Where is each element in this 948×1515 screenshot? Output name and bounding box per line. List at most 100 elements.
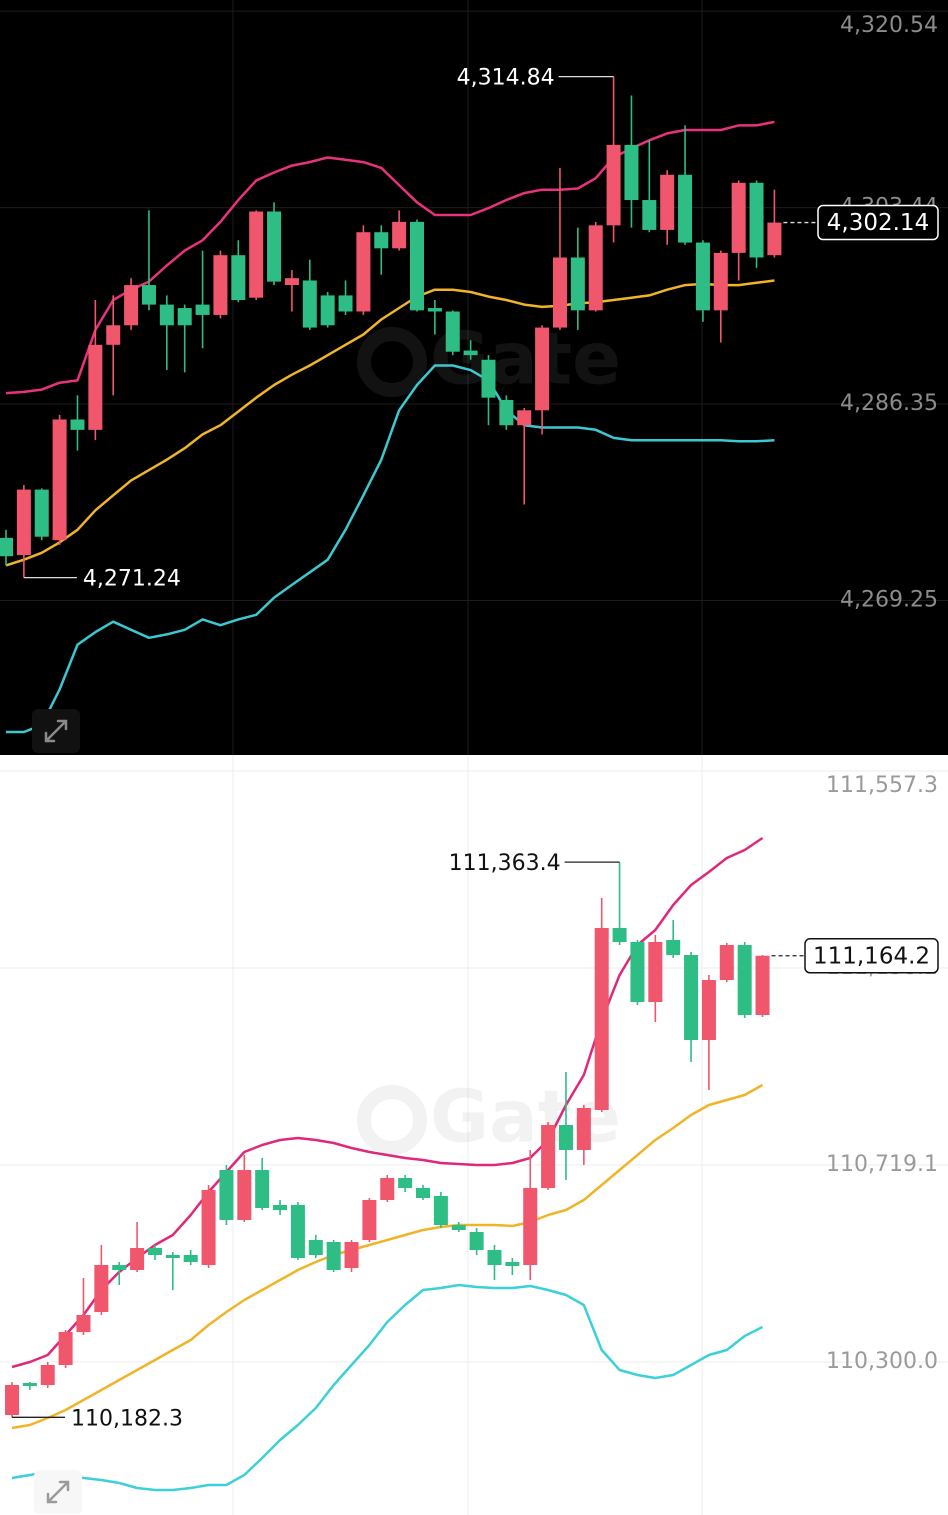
candle-body	[731, 182, 746, 253]
candle-body	[624, 144, 639, 201]
watermark-logo	[357, 327, 427, 397]
watermark: Gate	[430, 1075, 621, 1159]
candle-body	[767, 222, 782, 256]
candle-body	[576, 1108, 591, 1150]
y-tick-label: 4,320.54	[840, 13, 938, 38]
candle-body	[749, 182, 764, 258]
candle-body	[719, 945, 734, 981]
candle-body	[380, 1178, 395, 1201]
candle-body	[362, 1200, 377, 1241]
candle-body	[267, 211, 282, 282]
candle-body	[737, 945, 752, 1015]
last-price-label: 111,164.2	[813, 943, 930, 969]
candle-body	[231, 255, 246, 301]
candle-body	[451, 1225, 466, 1230]
candle-body	[302, 280, 317, 328]
candle-body	[338, 295, 353, 312]
candle-body	[588, 225, 603, 311]
candle-body	[755, 955, 770, 1015]
candle-body	[159, 304, 174, 326]
candle-body	[630, 941, 645, 1003]
candle-body	[213, 255, 228, 315]
candle-body	[165, 1255, 180, 1259]
candle-body	[124, 285, 139, 326]
candle-body	[433, 1196, 448, 1226]
annotation-label: 110,182.3	[71, 1406, 183, 1431]
candle-body	[308, 1240, 323, 1256]
candle-body	[58, 1332, 73, 1366]
candle-body	[713, 252, 728, 311]
candle-body	[678, 174, 693, 243]
candle-body	[94, 1265, 109, 1312]
candle-body	[255, 1170, 270, 1209]
candle-body	[523, 1188, 538, 1266]
candle-body	[558, 1124, 573, 1150]
candle-body	[481, 359, 496, 398]
candle-body	[398, 1178, 413, 1189]
candle-body	[88, 344, 103, 430]
candle-body	[410, 221, 425, 311]
candle-body	[374, 232, 389, 249]
expand-button[interactable]	[34, 1470, 82, 1514]
candle-body	[463, 350, 478, 356]
expand-button[interactable]	[32, 709, 80, 753]
candle-body	[22, 1383, 37, 1387]
candle-body	[147, 1248, 162, 1256]
candle-body	[201, 1189, 216, 1266]
candle-body	[344, 1241, 359, 1268]
expand-icon	[44, 719, 68, 743]
y-tick-label: 111,557.3	[826, 773, 938, 798]
candle-body	[290, 1204, 305, 1259]
candle-body	[130, 1248, 145, 1271]
band-line	[6, 364, 775, 734]
chart-panel: 111,557.3111,138.2110,719.1110,300.0Gate…	[0, 755, 948, 1515]
candle-body	[642, 200, 657, 230]
candle-body	[183, 1255, 198, 1263]
y-tick-label: 110,300.0	[826, 1349, 938, 1374]
candle-body	[177, 308, 192, 326]
chart-panel: 4,320.544,303.444,286.354,269.25Gate4,31…	[0, 0, 948, 755]
candle-body	[666, 940, 681, 956]
candle-body	[141, 285, 156, 305]
candle-body	[16, 489, 31, 556]
candle-body	[219, 1170, 234, 1220]
candle-body	[356, 232, 371, 312]
candle-body	[695, 242, 710, 311]
candle-body	[505, 1262, 520, 1267]
candle-body	[594, 927, 609, 1110]
candle-body	[112, 1265, 127, 1271]
candle-body	[552, 257, 567, 328]
candle-body	[701, 980, 716, 1040]
candle-body	[612, 927, 627, 942]
candle-body	[416, 1188, 431, 1198]
candle-body	[517, 410, 532, 426]
candle-body	[195, 304, 210, 315]
candle-body	[606, 144, 621, 226]
candle-body	[237, 1170, 252, 1220]
band-line	[11, 1083, 764, 1430]
y-tick-label: 4,269.25	[840, 587, 938, 612]
y-tick-label: 110,719.1	[826, 1152, 938, 1177]
expand-icon	[46, 1480, 70, 1504]
candle-body	[469, 1232, 484, 1251]
watermark: Gate	[430, 317, 621, 401]
candle-body	[273, 1204, 288, 1211]
watermark-logo	[357, 1085, 427, 1155]
candle-body	[0, 537, 13, 557]
candle-body	[34, 489, 49, 537]
candle-body	[660, 174, 675, 230]
annotation-label: 4,271.24	[83, 567, 181, 592]
candle-body	[52, 419, 67, 541]
candle-body	[445, 311, 460, 352]
candle-body	[326, 1241, 341, 1271]
candle-body	[427, 308, 442, 312]
candle-body	[76, 1314, 91, 1333]
candle-body	[570, 257, 585, 311]
candle-body	[499, 399, 514, 426]
candle-body	[541, 1124, 556, 1189]
candle-body	[392, 221, 407, 249]
candle-body	[320, 295, 335, 326]
candle-body	[684, 955, 699, 1040]
